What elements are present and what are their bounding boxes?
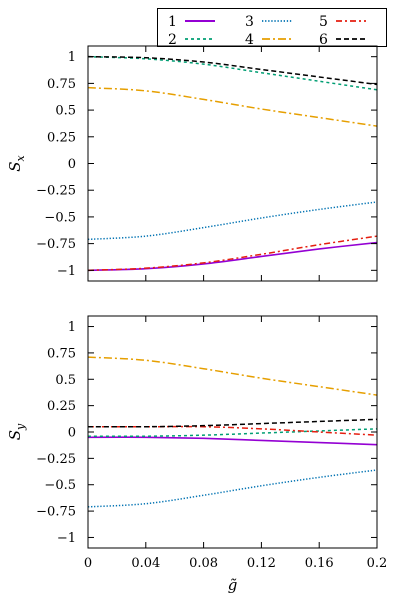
series-1-line [87, 436, 378, 446]
y-tick-label: 0.5 [55, 373, 76, 388]
panel-sy: −1 −0.75 −0.5 −0.25 0 0.25 0.5 0.75 1 0 0.04 0.08 0.… [6, 315, 388, 594]
legend-label-1: 1 [168, 14, 177, 30]
legend-label-3: 3 [245, 14, 254, 30]
legend-label-5: 5 [319, 14, 328, 30]
y-axis-label: Sy [6, 423, 27, 440]
y-tick-label: 0.75 [47, 346, 76, 361]
y-tick-label: 0 [68, 157, 76, 172]
legend-label-4: 4 [245, 32, 254, 48]
y-tick-label: −0.5 [44, 478, 76, 493]
y-tick-label: 1 [68, 320, 76, 335]
legend-label-6: 6 [319, 32, 328, 48]
x-tick-label: 0 [84, 556, 92, 571]
y-tick-label: 0.75 [47, 77, 76, 92]
y-tick-label: 0.25 [47, 130, 76, 145]
y-tick-label: −0.25 [36, 452, 76, 467]
series-1-line [87, 241, 378, 272]
x-tick-label: 0.08 [189, 556, 218, 571]
legend: 1 3 5 2 4 6 [157, 8, 387, 48]
series-2-line [87, 55, 378, 91]
series-3-line [87, 201, 378, 241]
y-axis-label: Sx [6, 154, 27, 171]
y-tick-label: 0 [68, 426, 76, 441]
y-tick-label: 0.5 [55, 104, 76, 119]
legend-label-2: 2 [168, 32, 177, 48]
panel-sx: −1 −0.75 −0.5 −0.25 0 0.25 0.5 0.75 1 Sx [6, 45, 378, 282]
series-4-line [87, 356, 378, 396]
x-tick-label: 0.2 [367, 556, 388, 571]
y-tick-label: 1 [68, 50, 76, 65]
x-tick-label: 0.16 [305, 556, 334, 571]
y-tick-label: −1 [57, 264, 76, 279]
y-tick-label: 0.25 [47, 399, 76, 414]
y-tick-label: −1 [57, 531, 76, 546]
series-3-line [87, 469, 378, 508]
series-6-line [87, 55, 378, 86]
series-5-line [87, 235, 378, 272]
y-tick-label: −0.75 [36, 505, 76, 520]
y-tick-label: −0.75 [36, 237, 76, 252]
legend-box [157, 8, 387, 47]
series-6-line [87, 418, 378, 428]
y-tick-label: −0.25 [36, 184, 76, 199]
x-axis-label: g̃ [228, 576, 238, 594]
y-tick-label: −0.5 [44, 210, 76, 225]
x-tick-label: 0.12 [247, 556, 276, 571]
plot-frame [87, 45, 378, 282]
series-4-line [87, 86, 378, 127]
plot-frame [87, 315, 378, 549]
x-tick-label: 0.04 [131, 556, 160, 571]
series-2-line [87, 428, 378, 438]
